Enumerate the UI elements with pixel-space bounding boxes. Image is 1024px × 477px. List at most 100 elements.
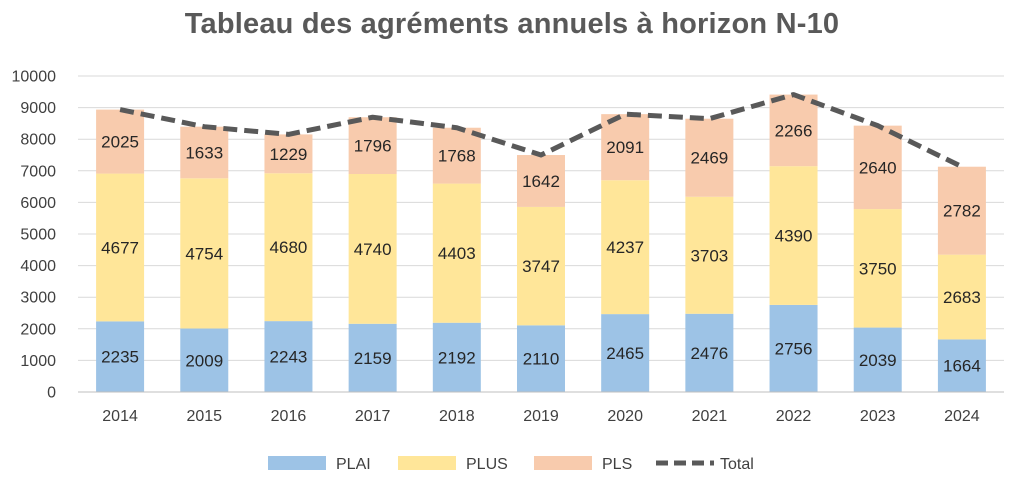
y-tick-label: 4000 xyxy=(20,258,56,275)
legend-label-pls: PLS xyxy=(602,456,632,473)
data-label-pls: 2469 xyxy=(690,149,728,168)
x-tick-label: 2024 xyxy=(944,408,980,425)
x-tick-label: 2023 xyxy=(860,408,896,425)
data-label-plus: 4237 xyxy=(606,238,644,257)
legend-label-plai: PLAI xyxy=(336,456,371,473)
data-label-plai: 2192 xyxy=(438,348,476,367)
data-label-pls: 1633 xyxy=(185,143,223,162)
data-label-plus: 4390 xyxy=(775,227,813,246)
legend-swatch-plai xyxy=(268,456,326,470)
data-label-plai: 1664 xyxy=(943,357,981,376)
data-label-plus: 3747 xyxy=(522,257,560,276)
bar-segment-plus xyxy=(432,183,481,323)
bar-segment-pls xyxy=(685,118,734,197)
bar-segment-plus xyxy=(180,178,229,329)
data-label-plai: 2465 xyxy=(606,344,644,363)
bar-segment-pls xyxy=(96,109,145,174)
bar-segment-plai xyxy=(937,339,986,392)
data-label-pls: 1796 xyxy=(354,137,392,156)
total-line-path xyxy=(119,92,964,169)
bar-segment-plai xyxy=(769,304,818,392)
bar-segment-pls xyxy=(432,127,481,184)
bar-segment-plai xyxy=(853,327,902,392)
axes: 0 1000 2000 3000 4000 5000 6000 7000 8000 9000 100… xyxy=(12,69,1004,425)
bar-segment-plus xyxy=(517,206,565,326)
bar-segment-pls xyxy=(937,166,986,255)
bar-segment-plus xyxy=(264,173,313,322)
data-label-plus: 3750 xyxy=(859,259,897,278)
bar-segment-pls xyxy=(517,155,565,207)
bar-segment-plus xyxy=(601,180,650,315)
bar-segment-plai xyxy=(264,321,313,392)
bar-segment-plai xyxy=(601,314,650,392)
bar-segment-plai xyxy=(180,328,229,392)
y-tick-label: 0 xyxy=(47,385,56,402)
x-tick-label: 2022 xyxy=(776,408,812,425)
x-tick-label: 2017 xyxy=(355,408,391,425)
y-tick-label: 1000 xyxy=(20,353,56,370)
data-label-plai: 2009 xyxy=(185,351,223,370)
bar-segment-plus xyxy=(769,166,818,305)
x-tick-label: 2020 xyxy=(607,408,643,425)
bar-segment-plai xyxy=(517,325,565,392)
x-tick-label: 2016 xyxy=(271,408,307,425)
data-label-plai: 2159 xyxy=(354,349,392,368)
bar-segment-pls xyxy=(264,134,313,174)
bar-segment-plai xyxy=(432,322,481,392)
y-tick-label: 5000 xyxy=(20,227,56,244)
bar-segment-plus xyxy=(96,173,145,322)
x-tick-label: 2018 xyxy=(439,408,475,425)
data-label-plus: 4680 xyxy=(270,238,308,257)
y-tick-label: 3000 xyxy=(20,290,56,307)
y-tick-label: 9000 xyxy=(20,100,56,117)
legend-label-plus: PLUS xyxy=(466,456,508,473)
legend-swatch-pls xyxy=(534,456,592,470)
data-labels: 2235 4677 2025 2009 4754 1633 2243 4680 1229 2159… xyxy=(101,121,981,375)
x-tick-label: 2021 xyxy=(692,408,728,425)
data-label-plus: 3703 xyxy=(690,246,728,265)
bar-segment-plus xyxy=(348,173,397,324)
total-line xyxy=(119,92,964,169)
data-label-plus: 4740 xyxy=(354,240,392,259)
data-label-pls: 1768 xyxy=(438,147,476,166)
bar-segment-pls xyxy=(180,126,229,179)
x-tick-label: 2014 xyxy=(102,408,138,425)
data-label-plai: 2476 xyxy=(690,344,728,363)
data-label-pls: 2782 xyxy=(943,202,981,221)
chart-title: Tableau des agréments annuels à horizon … xyxy=(184,8,840,40)
bar-segment-pls xyxy=(853,125,902,210)
data-label-plus: 4754 xyxy=(185,244,223,263)
bar-segment-pls xyxy=(601,114,650,181)
data-label-pls: 1229 xyxy=(270,145,308,164)
data-label-pls: 2266 xyxy=(775,121,813,140)
data-label-pls: 2640 xyxy=(859,158,897,177)
bar-segment-plai xyxy=(96,321,145,392)
data-label-plai: 2039 xyxy=(859,351,897,370)
x-tick-label: 2019 xyxy=(523,408,559,425)
x-tick-label: 2015 xyxy=(186,408,222,425)
y-tick-label: 10000 xyxy=(12,69,57,86)
data-label-pls: 2025 xyxy=(101,133,139,152)
data-label-plai: 2110 xyxy=(523,350,560,369)
data-label-plus: 4677 xyxy=(101,238,139,257)
bar-segment-plai xyxy=(685,313,734,392)
data-label-plus: 2683 xyxy=(943,288,981,307)
bar-segment-pls xyxy=(769,94,818,167)
y-tick-label: 6000 xyxy=(20,195,56,212)
data-label-plus: 4403 xyxy=(438,244,476,263)
data-label-pls: 2091 xyxy=(606,138,644,157)
data-label-plai: 2243 xyxy=(270,348,308,367)
legend: PLAI PLUS PLS Total xyxy=(268,456,754,473)
bar-segment-plai xyxy=(348,323,397,392)
bar-segment-plus xyxy=(853,209,902,328)
bars xyxy=(96,94,986,392)
data-label-plai: 2756 xyxy=(775,339,813,358)
y-tick-label: 2000 xyxy=(20,321,56,338)
y-tick-label: 7000 xyxy=(20,163,56,180)
legend-label-total: Total xyxy=(720,456,754,473)
legend-swatch-plus xyxy=(398,456,456,470)
bar-segment-plus xyxy=(685,196,734,314)
bar-segment-plus xyxy=(937,254,986,340)
data-label-plai: 2235 xyxy=(101,348,139,367)
